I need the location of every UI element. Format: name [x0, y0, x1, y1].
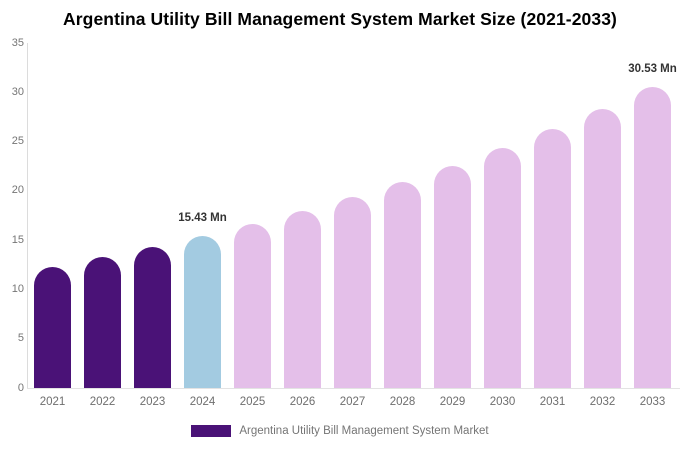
x-label-2024: 2024: [189, 396, 216, 408]
y-tick-15: 15: [11, 233, 24, 246]
x-label-2033: 2033: [639, 396, 666, 408]
bar-2033: [634, 87, 671, 388]
y-tick-35: 35: [11, 36, 24, 49]
y-tick-30: 30: [11, 85, 24, 98]
x-label-2027: 2027: [339, 396, 366, 408]
x-label-2026: 2026: [289, 396, 316, 408]
bar-2027: [334, 196, 371, 388]
bar-2030: [484, 148, 521, 388]
bar-2024: [184, 235, 221, 388]
y-tick-20: 20: [11, 184, 24, 197]
bar-2023: [134, 247, 171, 388]
data-label-2033: 30.53 Mn: [628, 63, 677, 76]
bar-2029: [434, 165, 471, 388]
legend-swatch-icon: [191, 425, 232, 437]
x-label-2030: 2030: [489, 396, 516, 408]
y-axis-line: [27, 43, 28, 388]
bar-2032: [584, 108, 621, 388]
x-axis-line: [27, 388, 680, 389]
data-label-2024: 15.43 Mn: [178, 211, 227, 224]
x-label-2028: 2028: [389, 396, 416, 408]
legend: Argentina Utility Bill Management System…: [0, 425, 680, 437]
x-label-2031: 2031: [539, 396, 566, 408]
bar-2031: [534, 129, 571, 388]
bar-2021: [34, 266, 71, 388]
chart-title: Argentina Utility Bill Management System…: [63, 9, 617, 29]
y-tick-0: 0: [17, 381, 24, 394]
y-tick-5: 5: [17, 332, 24, 345]
x-label-2021: 2021: [39, 396, 66, 408]
x-label-2025: 2025: [239, 396, 266, 408]
x-label-2022: 2022: [89, 396, 116, 408]
x-label-2029: 2029: [439, 396, 466, 408]
y-tick-25: 25: [11, 135, 24, 148]
legend-label: Argentina Utility Bill Management System…: [239, 425, 489, 437]
bar-2022: [84, 257, 121, 388]
x-label-2032: 2032: [589, 396, 616, 408]
bar-2028: [384, 181, 421, 388]
bar-2025: [234, 223, 271, 388]
y-tick-10: 10: [11, 282, 24, 295]
x-label-2023: 2023: [139, 396, 166, 408]
bar-2026: [284, 210, 321, 388]
